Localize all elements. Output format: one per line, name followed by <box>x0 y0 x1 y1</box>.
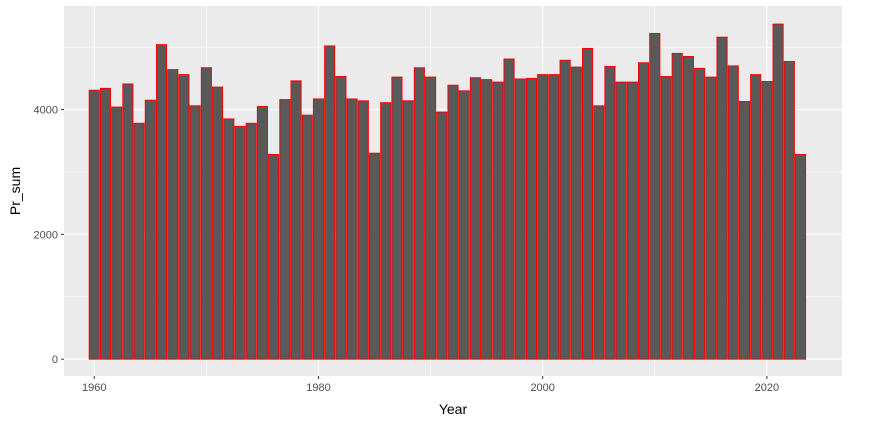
bar-1980 <box>312 98 325 360</box>
bar-1979 <box>301 114 313 360</box>
x-tick-label: 2000 <box>530 382 554 394</box>
bar-2003 <box>570 66 582 360</box>
bar-1974 <box>245 122 257 360</box>
y-tick-label: 2000 <box>34 229 58 241</box>
bar-1982 <box>335 76 347 360</box>
bar-1969 <box>189 105 201 360</box>
bar-1995 <box>481 79 493 360</box>
bar-1996 <box>492 81 504 360</box>
bar-2021 <box>772 23 784 360</box>
bar-1984 <box>357 100 369 360</box>
x-tick-label: 1960 <box>82 382 106 394</box>
bar-1997 <box>503 58 515 360</box>
y-tick-label: 4000 <box>34 105 58 117</box>
bar-1977 <box>279 99 291 360</box>
bar-1968 <box>178 74 190 360</box>
bar-2014 <box>694 67 706 360</box>
bar-1978 <box>290 80 302 360</box>
bar-2018 <box>738 100 751 360</box>
bar-2010 <box>649 32 661 360</box>
bar-1964 <box>133 122 145 360</box>
bar-1985 <box>368 152 381 360</box>
bar-1992 <box>447 84 459 360</box>
bar-1975 <box>256 105 268 360</box>
bar-2006 <box>604 66 616 360</box>
bar-1965 <box>144 99 156 360</box>
bar-2005 <box>593 105 605 360</box>
bar-2002 <box>559 59 571 360</box>
bar-1987 <box>391 76 403 360</box>
bar-1962 <box>111 106 123 360</box>
bar-2017 <box>727 65 739 360</box>
bar-2013 <box>682 56 694 360</box>
bar-2012 <box>671 52 683 360</box>
bar-1981 <box>324 45 336 360</box>
bars <box>88 23 807 360</box>
bar-2011 <box>660 76 672 360</box>
bar-1983 <box>346 98 358 360</box>
bar-2020 <box>761 80 773 360</box>
bar-1972 <box>223 118 235 360</box>
x-tick-label: 1980 <box>306 382 330 394</box>
bar-1990 <box>425 76 437 360</box>
axes: 1960 1980 2000 2020 0 2000 4000 <box>34 105 780 394</box>
bar-2015 <box>705 76 717 360</box>
x-tick-label: 2020 <box>755 382 779 394</box>
bar-1993 <box>458 90 470 360</box>
bar-1966 <box>155 44 168 360</box>
bar-1967 <box>167 69 179 360</box>
bar-2019 <box>750 74 762 360</box>
bar-1960 <box>88 89 100 360</box>
bar-1986 <box>380 102 392 360</box>
bar-2001 <box>548 74 560 360</box>
bar-1963 <box>122 83 134 360</box>
bar-1970 <box>200 67 212 360</box>
bar-2016 <box>716 36 728 360</box>
bar-2022 <box>783 61 795 360</box>
bar-2009 <box>638 62 650 360</box>
bar-1989 <box>413 67 425 360</box>
bar-2007 <box>615 81 627 360</box>
bar-1998 <box>514 78 526 360</box>
bar-1991 <box>436 111 448 360</box>
bar-2008 <box>626 81 638 360</box>
bar-1973 <box>234 125 246 360</box>
bar-2004 <box>581 47 594 360</box>
bar-1988 <box>402 100 414 360</box>
y-tick-label: 0 <box>52 354 58 366</box>
bar-2023 <box>794 153 807 360</box>
x-axis-title: Year <box>439 401 468 417</box>
bar-1999 <box>525 77 538 360</box>
bar-1971 <box>212 86 224 360</box>
bar-2000 <box>537 74 549 360</box>
y-axis-title: Pr_sum <box>7 167 23 215</box>
bar-1961 <box>99 87 112 360</box>
bar-1976 <box>268 153 280 360</box>
bar-1994 <box>469 77 481 360</box>
